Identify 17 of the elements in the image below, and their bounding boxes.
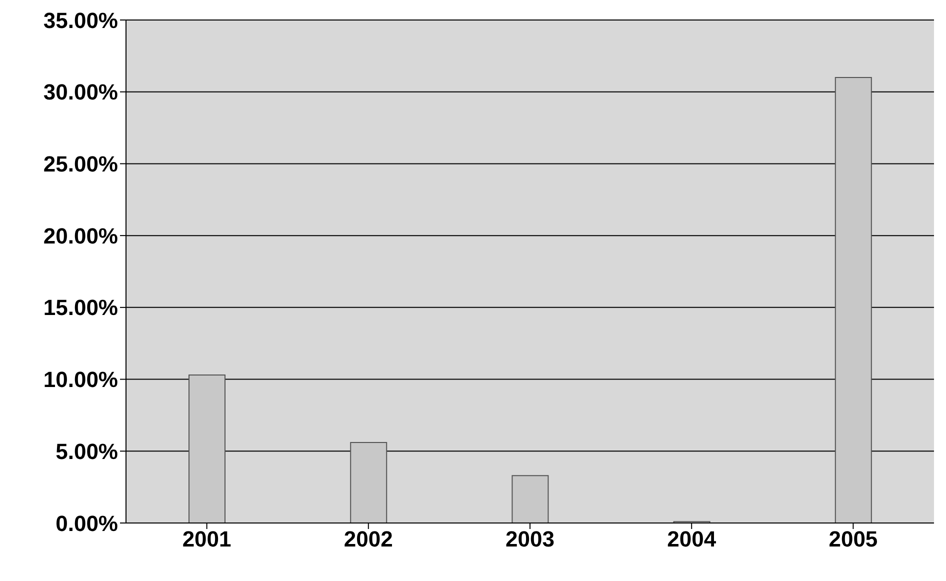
bar — [834, 76, 872, 523]
x-tick-label: 2001 — [182, 526, 232, 552]
x-tick-label: 2003 — [506, 526, 554, 552]
y-tick-label: 35.00% — [43, 8, 118, 33]
y-tick-label: 25.00% — [43, 152, 118, 177]
bar — [512, 475, 549, 523]
bar — [350, 442, 388, 523]
y-tick-label: 30.00% — [43, 80, 118, 105]
x-tick-label: 2005 — [828, 526, 878, 552]
bar — [188, 374, 226, 523]
x-tick-label: 2004 — [667, 526, 717, 552]
y-tick-label: 0.00% — [56, 510, 118, 536]
y-tick-label: 15.00% — [43, 295, 118, 320]
y-tick-label: 20.00% — [43, 223, 118, 248]
x-tick-label: 2002 — [344, 526, 393, 552]
y-tick-label: 10.00% — [43, 367, 118, 392]
y-tick-label: 5.00% — [56, 438, 118, 464]
